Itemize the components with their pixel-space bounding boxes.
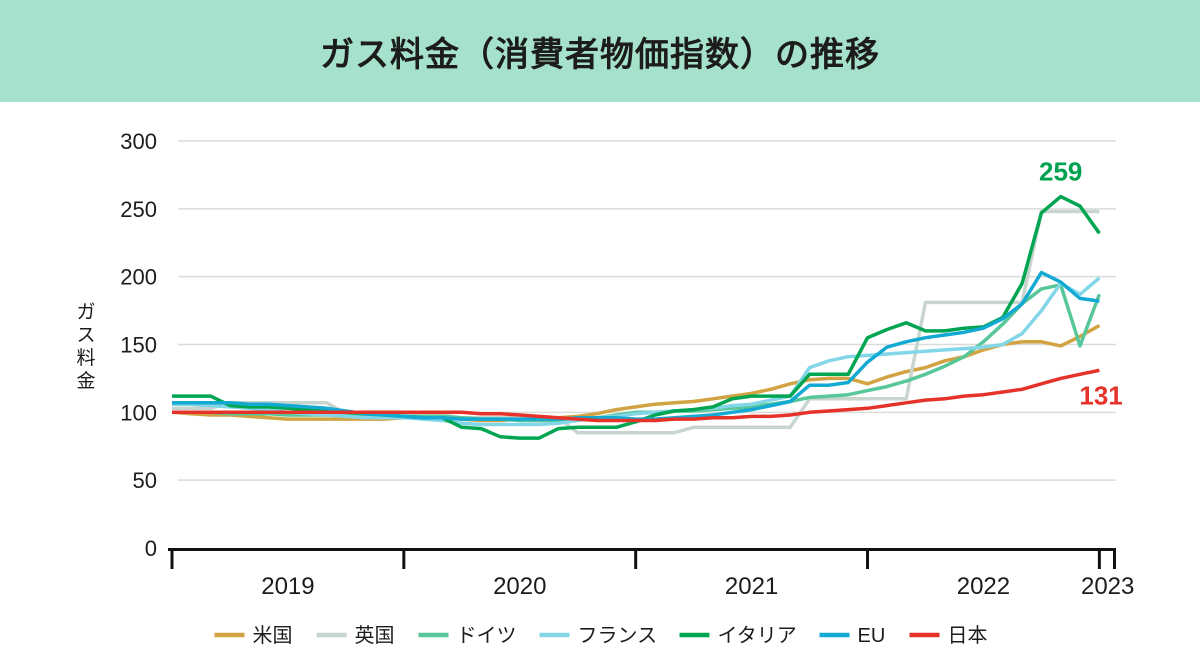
- legend-label: EU: [858, 625, 886, 647]
- y-tick-label-200: 200: [120, 265, 157, 290]
- legend-item-イタリア: イタリア: [679, 624, 797, 647]
- legend-item-ドイツ: ドイツ: [418, 625, 517, 647]
- series-lines: [171, 194, 1102, 440]
- series-line-日本: [172, 368, 1100, 423]
- annotations: 259 131: [1039, 157, 1123, 411]
- x-tick-label-2023: 2023: [1081, 573, 1134, 600]
- legend-label: フランス: [578, 625, 658, 647]
- y-axis-title-char: 料: [76, 347, 95, 369]
- legend-item-日本: 日本: [909, 624, 988, 647]
- x-tick-label-2021: 2021: [725, 573, 778, 600]
- legend-label: 英国: [355, 624, 395, 647]
- y-tick-label-100: 100: [120, 400, 157, 425]
- y-tick-label-250: 250: [120, 197, 157, 222]
- x-axis: 2019 2020 2021 2022 2023: [168, 548, 1134, 600]
- series-line-フランス: [172, 276, 1101, 427]
- legend-item-米国: 米国: [214, 624, 293, 647]
- annotation-259: 259: [1039, 157, 1082, 187]
- legend-label: ドイツ: [457, 625, 517, 647]
- chart-legend: 米国 英国 ドイツ フランス イタリア EU 日本: [214, 624, 988, 647]
- legend-label: 日本: [948, 624, 988, 647]
- y-tick-label-0: 0: [145, 536, 157, 561]
- legend-item-EU: EU: [819, 625, 886, 647]
- y-axis-title: ガス料金: [76, 301, 95, 392]
- series-line-ドイツ: [172, 283, 1102, 423]
- annotation-131: 131: [1079, 380, 1122, 410]
- y-axis-labels: 0 50 100 150 200 250 300: [120, 129, 157, 561]
- y-axis-title-char: 金: [76, 370, 95, 392]
- page-title: ガス料金（消費者物価指数）の推移: [320, 35, 880, 74]
- series-line-英国: [172, 209, 1100, 435]
- y-tick-label-50: 50: [133, 468, 157, 493]
- chart-header: ガス料金（消費者物価指数）の推移: [0, 0, 1200, 102]
- y-axis-title-char: ガ: [76, 301, 95, 323]
- x-tick-label-2022: 2022: [957, 573, 1010, 600]
- x-tick-label-2019: 2019: [261, 573, 314, 600]
- legend-label: 米国: [253, 624, 293, 647]
- x-tick-label-2020: 2020: [493, 573, 546, 600]
- y-tick-label-150: 150: [120, 333, 157, 358]
- series-line-米国: [171, 323, 1101, 423]
- legend-item-英国: 英国: [316, 624, 395, 647]
- legend-item-フランス: フランス: [539, 625, 658, 647]
- legend-label: イタリア: [718, 624, 797, 647]
- y-axis-title-char: ス: [76, 325, 95, 346]
- gridlines: [178, 140, 1116, 481]
- y-tick-label-300: 300: [120, 129, 157, 154]
